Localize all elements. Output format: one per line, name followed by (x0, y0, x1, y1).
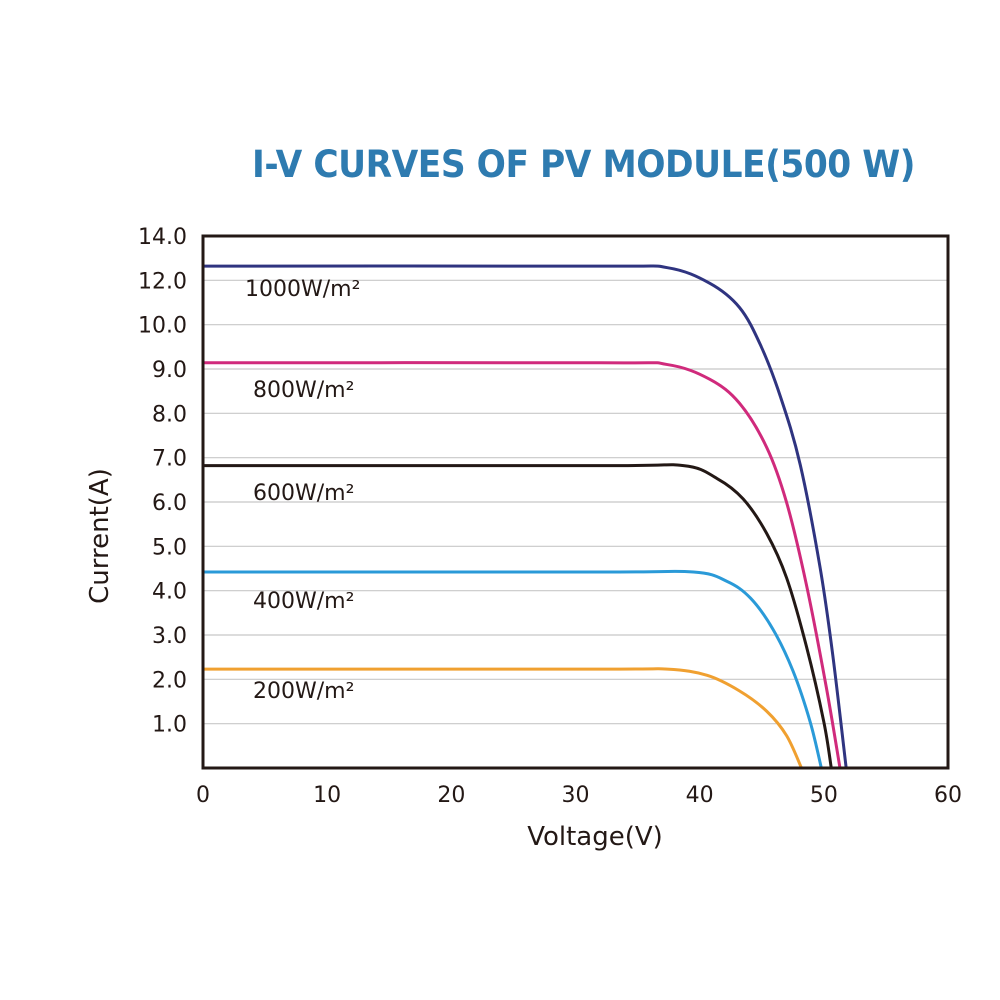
x-tick-label: 0 (196, 783, 210, 808)
plot-frame (201, 234, 950, 770)
x-tick-label: 60 (934, 783, 962, 808)
y-tick-label: 2.0 (152, 668, 187, 693)
y-tick-label: 5.0 (152, 535, 187, 560)
y-tick-label: 8.0 (152, 402, 187, 427)
x-tick-label: 10 (313, 783, 341, 808)
y-axis-title: Current(A) (85, 468, 115, 604)
series-label: 600W/m² (253, 481, 354, 506)
x-tick-label: 40 (686, 783, 714, 808)
chart-title: I-V CURVES OF PV MODULE(500 W) (252, 143, 916, 186)
series-curve (202, 264, 848, 769)
series-label: 800W/m² (253, 378, 354, 403)
y-tick-label: 12.0 (138, 269, 187, 294)
series-curve (203, 667, 803, 769)
y-tick-label: 1.0 (152, 713, 187, 738)
series-label: 400W/m² (253, 589, 354, 614)
y-tick-label: 9.0 (152, 358, 187, 383)
series-curve (202, 361, 842, 769)
series-label: 200W/m² (253, 679, 354, 704)
x-tick-label: 50 (810, 783, 838, 808)
x-axis-title: Voltage(V) (527, 822, 663, 852)
y-tick-label: 6.0 (152, 491, 187, 516)
x-tick-label: 20 (437, 783, 465, 808)
y-tick-label: 4.0 (152, 580, 187, 605)
y-tick-label: 3.0 (152, 624, 187, 649)
y-tick-label: 14.0 (138, 225, 187, 250)
series-curve (203, 569, 823, 769)
y-tick-label: 10.0 (138, 314, 187, 339)
y-tick-label: 7.0 (152, 447, 187, 472)
series-curve (203, 463, 833, 769)
series-label: 1000W/m² (245, 277, 360, 302)
x-tick-label: 30 (562, 783, 590, 808)
